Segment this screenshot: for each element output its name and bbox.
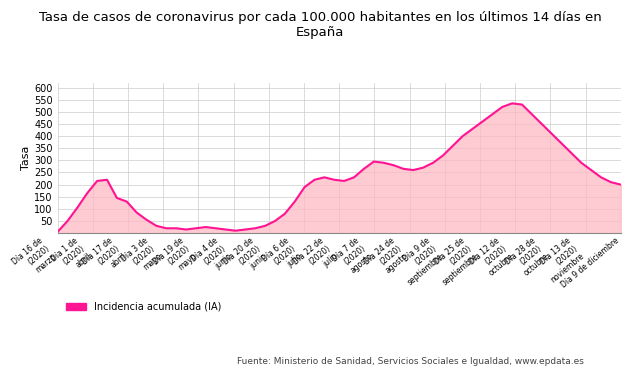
Text: Fuente: Ministerio de Sanidad, Servicios Sociales e Igualdad, www.epdata.es: Fuente: Ministerio de Sanidad, Servicios… xyxy=(237,357,584,366)
Text: Tasa de casos de coronavirus por cada 100.000 habitantes en los últimos 14 días : Tasa de casos de coronavirus por cada 10… xyxy=(38,11,602,39)
Y-axis label: Tasa: Tasa xyxy=(21,146,31,170)
Legend: Incidencia acumulada (IA): Incidencia acumulada (IA) xyxy=(63,298,225,315)
